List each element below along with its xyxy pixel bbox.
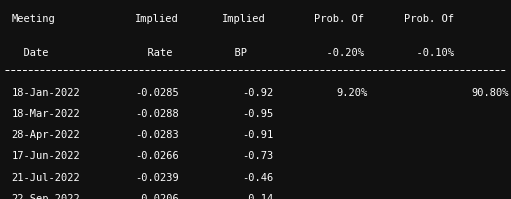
Text: -0.0239: -0.0239 bbox=[135, 173, 179, 183]
Text: -0.0266: -0.0266 bbox=[135, 151, 179, 161]
Text: -0.46: -0.46 bbox=[242, 173, 273, 183]
Text: -0.73: -0.73 bbox=[242, 151, 273, 161]
Text: -0.91: -0.91 bbox=[242, 130, 273, 140]
Text: BP: BP bbox=[222, 48, 247, 58]
Text: -0.0283: -0.0283 bbox=[135, 130, 179, 140]
Text: 18-Mar-2022: 18-Mar-2022 bbox=[11, 109, 80, 119]
Text: -0.20%: -0.20% bbox=[314, 48, 364, 58]
Text: 21-Jul-2022: 21-Jul-2022 bbox=[11, 173, 80, 183]
Text: Meeting: Meeting bbox=[11, 14, 55, 24]
Text: 22-Sep-2022: 22-Sep-2022 bbox=[11, 194, 80, 199]
Text: Implied: Implied bbox=[135, 14, 179, 24]
Text: -0.10%: -0.10% bbox=[404, 48, 454, 58]
Text: Date: Date bbox=[11, 48, 49, 58]
Text: -0.14: -0.14 bbox=[242, 194, 273, 199]
Text: Implied: Implied bbox=[222, 14, 266, 24]
Text: Prob. Of: Prob. Of bbox=[314, 14, 364, 24]
Text: 9.20%: 9.20% bbox=[337, 88, 368, 98]
Text: 90.80%: 90.80% bbox=[471, 88, 508, 98]
Text: -0.0285: -0.0285 bbox=[135, 88, 179, 98]
Text: 17-Jun-2022: 17-Jun-2022 bbox=[11, 151, 80, 161]
Text: Rate: Rate bbox=[135, 48, 173, 58]
Text: Prob. Of: Prob. Of bbox=[404, 14, 454, 24]
Text: -0.95: -0.95 bbox=[242, 109, 273, 119]
Text: -0.92: -0.92 bbox=[242, 88, 273, 98]
Text: 28-Apr-2022: 28-Apr-2022 bbox=[11, 130, 80, 140]
Text: 18-Jan-2022: 18-Jan-2022 bbox=[11, 88, 80, 98]
Text: -0.0288: -0.0288 bbox=[135, 109, 179, 119]
Text: -0.0206: -0.0206 bbox=[135, 194, 179, 199]
